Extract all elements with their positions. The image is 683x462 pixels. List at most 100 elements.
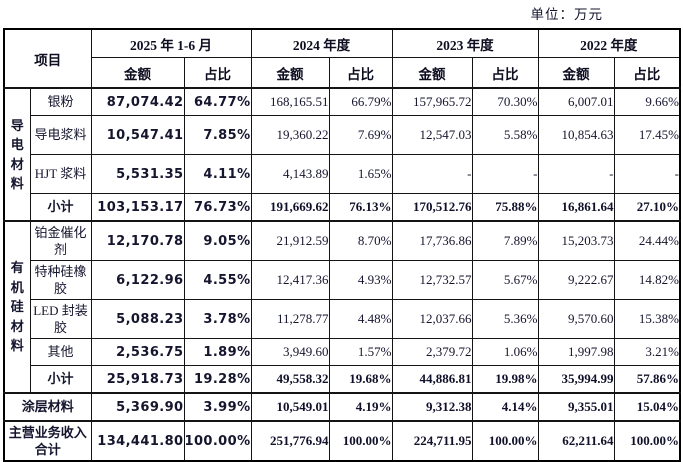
amount-cell: -: [537, 154, 615, 194]
ratio-cell: 1.06%: [471, 338, 539, 366]
ratio-cell: 7.89%: [471, 220, 539, 261]
ratio-cell: 57.86%: [613, 365, 681, 394]
main-revenue-table: 项目 2025 年 1-6 月 2024 年度 2023 年度 2022 年度 …: [3, 28, 681, 462]
ratio-cell: 5.58%: [471, 115, 539, 155]
ratio-cell: 9.05%: [183, 220, 252, 261]
ratio-cell: 15.38%: [613, 299, 681, 339]
amount-cell: 12,037.66: [391, 299, 473, 339]
amount-cell: 2,536.75: [90, 338, 185, 366]
ratio-cell: 75.88%: [471, 193, 539, 222]
group-cell-conductive-materials: 导电材料: [3, 87, 31, 222]
table-row-special-silicone-rubber: 特种硅橡胶 6,122.96 4.55% 12,417.36 4.93% 12,…: [4, 260, 681, 300]
item-cell: LED 封装胶: [29, 299, 92, 339]
header-amount-2022: 金额: [537, 57, 615, 89]
amount-cell: -: [391, 154, 473, 194]
amount-cell: 12,170.78: [90, 220, 185, 261]
amount-cell: 251,776.94: [250, 420, 330, 462]
ratio-cell: 17.45%: [613, 115, 681, 155]
ratio-cell: 76.13%: [328, 193, 393, 222]
amount-cell: 9,355.01: [537, 392, 615, 422]
ratio-cell: -: [613, 154, 681, 194]
table-row-others: 其他 2,536.75 1.89% 3,949.60 1.57% 2,379.7…: [4, 338, 681, 366]
ratio-cell: 4.19%: [328, 392, 393, 422]
amount-cell: 15,203.73: [537, 220, 615, 261]
amount-cell: 1,997.98: [537, 338, 615, 366]
header-amount-2024: 金额: [250, 57, 330, 89]
item-cell: HJT 浆料: [29, 154, 92, 194]
amount-cell: 4,143.89: [250, 154, 330, 194]
ratio-cell: 19.28%: [183, 365, 252, 394]
amount-cell: 62,211.64: [537, 420, 615, 462]
ratio-cell: 4.48%: [328, 299, 393, 339]
amount-cell: 103,153.17: [90, 193, 185, 222]
amount-cell: 6,122.96: [90, 260, 185, 300]
ratio-cell: 24.44%: [613, 220, 681, 261]
header-amount-2025: 金额: [90, 57, 185, 89]
amount-cell: 12,732.57: [391, 260, 473, 300]
ratio-cell: 76.73%: [183, 193, 252, 222]
amount-cell: 2,379.72: [391, 338, 473, 366]
ratio-cell: 3.78%: [183, 299, 252, 339]
table-row-silicone-subtotal: 小计 25,918.73 19.28% 49,558.32 19.68% 44,…: [4, 365, 681, 394]
header-item: 项目: [3, 28, 92, 89]
header-amount-2023: 金额: [391, 57, 473, 89]
subtotal-label-cell: 小计: [29, 365, 92, 394]
ratio-cell: 100.00%: [183, 420, 252, 462]
amount-cell: 19,360.22: [250, 115, 330, 155]
amount-cell: 134,441.80: [90, 420, 185, 462]
header-period-2023: 2023 年度: [391, 28, 539, 58]
header-ratio-2022: 占比: [613, 57, 681, 89]
ratio-cell: 4.55%: [183, 260, 252, 300]
amount-cell: 21,912.59: [250, 220, 330, 261]
ratio-cell: 7.85%: [183, 115, 252, 155]
ratio-cell: 1.89%: [183, 338, 252, 366]
ratio-cell: 19.98%: [471, 365, 539, 394]
ratio-cell: 14.82%: [613, 260, 681, 300]
table-row-coating-materials: 涂层材料 5,369.90 3.99% 10,549.01 4.19% 9,31…: [3, 392, 681, 422]
header-period-2025: 2025 年 1-6 月: [90, 28, 252, 58]
header-row-subcolumns: 金额 占比 金额 占比 金额 占比 金额 占比: [4, 57, 681, 89]
amount-cell: 6,007.01: [537, 87, 615, 116]
amount-cell: 44,886.81: [391, 365, 473, 394]
amount-cell: 5,369.90: [90, 392, 185, 422]
amount-cell: 9,570.60: [537, 299, 615, 339]
ratio-cell: 66.79%: [328, 87, 393, 116]
header-ratio-2023: 占比: [471, 57, 539, 89]
table-row-platinum-catalyst: 有机硅材料 铂金催化剂 12,170.78 9.05% 21,912.59 8.…: [3, 220, 681, 394]
ratio-cell: 15.04%: [613, 392, 681, 422]
item-cell: 其他: [29, 338, 92, 366]
table-row-conductive-subtotal: 小计 103,153.17 76.73% 191,669.62 76.13% 1…: [4, 193, 681, 222]
header-ratio-2024: 占比: [328, 57, 393, 89]
amount-cell: 87,074.42: [90, 87, 185, 116]
ratio-cell: 4.93%: [328, 260, 393, 300]
header-period-2024: 2024 年度: [250, 28, 393, 58]
ratio-cell: 4.14%: [471, 392, 539, 422]
amount-cell: 49,558.32: [250, 365, 330, 394]
table-row-led-encapsulant: LED 封装胶 5,088.23 3.78% 11,278.77 4.48% 1…: [4, 299, 681, 339]
subtotal-label-cell: 小计: [29, 193, 92, 222]
item-cell: 特种硅橡胶: [29, 260, 92, 300]
amount-cell: 5,088.23: [90, 299, 185, 339]
total-label-cell: 主营业务收入合计: [3, 420, 92, 462]
amount-cell: 25,918.73: [90, 365, 185, 394]
ratio-cell: 5.67%: [471, 260, 539, 300]
header-ratio-2025: 占比: [183, 57, 252, 89]
amount-cell: 17,736.86: [391, 220, 473, 261]
ratio-cell: 4.11%: [183, 154, 252, 194]
amount-cell: 191,669.62: [250, 193, 330, 222]
ratio-cell: 100.00%: [613, 420, 681, 462]
amount-cell: 157,965.72: [391, 87, 473, 116]
amount-cell: 5,531.35: [90, 154, 185, 194]
amount-cell: 168,165.51: [250, 87, 330, 116]
ratio-cell: 100.00%: [471, 420, 539, 462]
amount-cell: 9,222.67: [537, 260, 615, 300]
item-cell: 铂金催化剂: [29, 220, 92, 261]
ratio-cell: 70.30%: [471, 87, 539, 116]
header-row-periods: 项目 2025 年 1-6 月 2024 年度 2023 年度 2022 年度: [3, 28, 681, 89]
table-row-main-business-total: 主营业务收入合计 134,441.80 100.00% 251,776.94 1…: [3, 420, 681, 462]
ratio-cell: 9.66%: [613, 87, 681, 116]
amount-cell: 10,547.41: [90, 115, 185, 155]
amount-cell: 170,512.76: [391, 193, 473, 222]
amount-cell: 12,547.03: [391, 115, 473, 155]
amount-cell: 3,949.60: [250, 338, 330, 366]
